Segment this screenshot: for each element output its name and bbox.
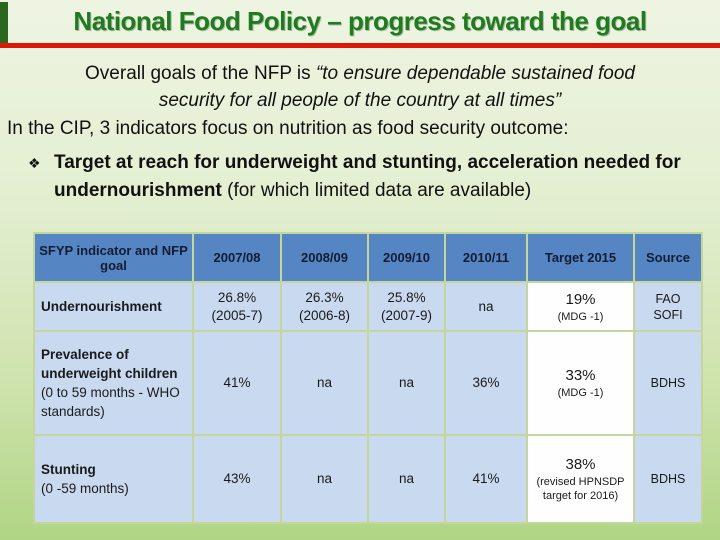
target-cell: 33% (MDG -1) [526, 330, 635, 436]
value-cell-2007: 43% [192, 434, 282, 524]
value-cell-2009: na [367, 434, 446, 524]
value-cell-2009: na [367, 330, 446, 436]
table-header-row: SFYP indicator and NFP goal 2007/08 2008… [33, 232, 703, 283]
header-indicator: SFYP indicator and NFP goal [33, 232, 194, 283]
table-row-undernourishment: Undernourishment 26.8% (2005-7) 26.3% (2… [33, 281, 703, 332]
value-cell-2010: 36% [444, 330, 528, 436]
indicators-table: SFYP indicator and NFP goal 2007/08 2008… [33, 232, 703, 524]
cell-value: na [478, 298, 494, 314]
cell-note: (2005-7) [211, 307, 263, 323]
header-2008-09: 2008/09 [280, 232, 369, 283]
target-cell: 19% (MDG -1) [526, 281, 635, 332]
intro-paragraph: Overall goals of the NFP is “to ensure d… [0, 60, 720, 114]
cell-value: 26.8% [217, 289, 257, 305]
bullet-text-normal: (for which limited data are available) [221, 180, 532, 201]
title-underline [0, 43, 720, 48]
target-note: (MDG -1) [557, 387, 604, 399]
cell-value: 26.3% [305, 289, 344, 305]
bullet-diamond-icon: ❖ [28, 155, 41, 171]
indicator-name: Prevalence of underweight children [41, 347, 178, 381]
cell-value: na [398, 471, 415, 486]
table-row-stunting: Stunting (0 -59 months) 43% na na 41% 38… [33, 434, 703, 524]
title-bar: National Food Policy – progress toward t… [0, 0, 720, 43]
slide-title: National Food Policy – progress toward t… [73, 6, 647, 36]
header-2007-08: 2007/08 [192, 232, 282, 283]
cell-value: 43% [223, 471, 251, 486]
source-cell: FAO SOFI [633, 281, 703, 332]
cell-value: na [316, 471, 333, 486]
indicator-cell: Prevalence of underweight children (0 to… [33, 330, 194, 436]
cell-value: na [398, 375, 415, 390]
cip-statement: In the CIP, 3 indicators focus on nutrit… [7, 118, 569, 139]
value-cell-2010: na [444, 281, 528, 332]
intro-quote-part1: “to ensure dependable sustained food [315, 63, 635, 84]
target-note: (MDG -1) [557, 310, 604, 323]
cell-note: (2007-9) [380, 307, 433, 323]
table-row-underweight: Prevalence of underweight children (0 to… [33, 330, 703, 436]
intro-quote-part2: security for all people of the country a… [158, 90, 562, 111]
value-cell-2010: 41% [444, 434, 528, 524]
value-cell-2007: 41% [192, 330, 282, 436]
target-value: 33% [565, 367, 596, 384]
source-cell: BDHS [633, 434, 703, 524]
bullet-item: ❖ Target at reach for underweight and st… [0, 149, 720, 205]
intro-lead: Overall goals of the NFP is [85, 63, 316, 84]
header-2009-10: 2009/10 [367, 232, 446, 283]
value-cell-2008: 26.3% (2006-8) [280, 281, 369, 332]
indicator-cell: Stunting (0 -59 months) [33, 434, 194, 524]
indicator-name: Undernourishment [41, 299, 162, 314]
target-cell: 38% (revised HPNSDP target for 2016) [526, 434, 635, 524]
source-cell: BDHS [633, 330, 703, 436]
cell-note: (2006-8) [298, 307, 351, 323]
header-target-2015: Target 2015 [526, 232, 635, 283]
indicator-note: (0 to 59 months - WHO standards) [41, 385, 180, 419]
cell-value: 36% [472, 375, 500, 390]
cell-value: 25.8% [387, 289, 426, 305]
cell-value: 41% [223, 375, 251, 390]
target-note: (revised HPNSDP target for 2016) [536, 476, 625, 502]
target-value: 38% [565, 456, 596, 473]
title-accent-strip [0, 2, 8, 43]
header-source: Source [633, 232, 703, 283]
indicator-cell: Undernourishment [33, 281, 194, 332]
value-cell-2008: na [280, 434, 369, 524]
indicator-note: (0 -59 months) [41, 481, 129, 496]
header-2010-11: 2010/11 [444, 232, 528, 283]
value-cell-2007: 26.8% (2005-7) [192, 281, 282, 332]
intro-line-1: Overall goals of the NFP is “to ensure d… [0, 60, 720, 87]
target-value: 19% [565, 290, 596, 308]
value-cell-2008: na [280, 330, 369, 436]
bullet-text: Target at reach for underweight and stun… [54, 149, 706, 205]
cell-value: na [316, 375, 333, 390]
bullet-text-bold: Target at reach for underweight and stun… [54, 152, 681, 201]
indicator-name: Stunting [41, 462, 96, 477]
value-cell-2009: 25.8% (2007-9) [367, 281, 446, 332]
cell-value: 41% [472, 471, 500, 486]
